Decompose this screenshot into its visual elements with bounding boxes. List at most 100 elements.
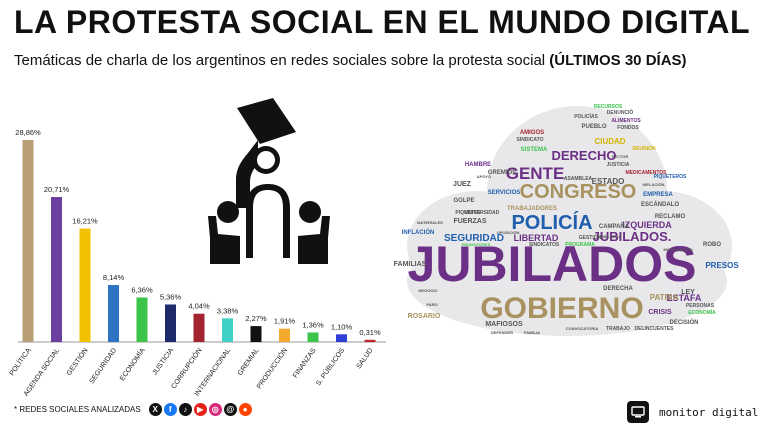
cloud-word: APOYO xyxy=(477,174,491,179)
cloud-word: MAFIOSOS xyxy=(485,321,523,328)
cloud-word: FAMILIAS xyxy=(394,261,427,268)
cloud-word: ESCÁNDALO xyxy=(641,201,679,208)
cloud-word: PERSONAS xyxy=(686,303,715,309)
cloud-word: LIBERTAD xyxy=(514,233,559,243)
cloud-word: MOVILIZACIÓN xyxy=(663,247,692,252)
bar xyxy=(108,285,119,342)
cloud-shape xyxy=(407,106,732,336)
data-label: 20,71% xyxy=(44,185,70,194)
subtitle-text: Temáticas de charla de los argentinos en… xyxy=(14,52,546,69)
tick-label: ECONOMÍA xyxy=(117,346,146,383)
cloud-word: DERECHA xyxy=(603,286,633,292)
cloud-word: SISTEMA xyxy=(521,147,548,153)
cloud-word: RECURSOS xyxy=(594,104,623,110)
bar xyxy=(336,334,347,342)
cloud-word: GOBIERNO xyxy=(480,292,643,325)
cloud-word: GOLPE xyxy=(453,198,474,204)
bar xyxy=(193,313,205,342)
cloud-word: PROGRAMA xyxy=(565,242,595,248)
cloud-word: CAMPAÑA xyxy=(599,223,630,230)
facebook-icon: f xyxy=(163,403,177,416)
bar xyxy=(51,197,62,342)
cloud-word: TRABAJO xyxy=(606,326,630,332)
cloud-word: MATERIALES xyxy=(417,220,443,225)
cloud-word: DENUNCIÓ xyxy=(607,108,634,116)
data-label: 2,27% xyxy=(245,314,267,323)
cloud-word: ROSARIO xyxy=(408,313,441,320)
cloud-word: INFLACIÓN xyxy=(402,228,435,236)
cloud-word: JUBILADAS xyxy=(599,234,622,239)
cloud-word: PROMOTORES xyxy=(462,242,491,247)
cloud-word: JUSTICIA xyxy=(607,162,630,168)
networks-label: * REDES SOCIALES ANALIZADAS xyxy=(14,405,141,414)
cloud-word: TRABAJADORES xyxy=(507,206,557,212)
cloud-word: GREMIOS xyxy=(488,170,516,176)
cloud-word: GENTE xyxy=(506,164,565,183)
cloud-word: CRISIS xyxy=(648,309,672,316)
cloud-word: DEFENDER xyxy=(491,330,513,335)
protest-sign xyxy=(237,98,296,144)
cloud-word: SINDICATO xyxy=(516,137,543,143)
cloud-word: FAMILIA xyxy=(524,330,540,335)
data-label: 8,14% xyxy=(103,273,125,282)
cloud-word: SEGURIDAD xyxy=(444,233,504,244)
cloud-word: PUEBLO xyxy=(581,124,606,130)
cloud-word: POLICÍAS xyxy=(574,112,598,120)
cloud-word: PRESOS xyxy=(705,261,739,270)
page-subtitle: Temáticas de charla de los argentinos en… xyxy=(14,52,687,69)
tiktok-icon: ♪ xyxy=(178,403,192,416)
threads-icon: @ xyxy=(223,403,237,416)
cloud-word: EMPRESA xyxy=(643,192,673,198)
data-label: 16,21% xyxy=(72,217,98,226)
cloud-word: IZQUIERDA xyxy=(622,220,672,230)
cloud-word: CONGRESO xyxy=(520,181,637,203)
bar xyxy=(165,304,176,342)
cloud-word: PARO xyxy=(426,302,437,307)
cloud-word: CIUDAD xyxy=(594,137,625,146)
data-label: 5,36% xyxy=(160,292,182,301)
tick-label: FINANZAS xyxy=(292,347,318,380)
cloud-word: MEDICAMENTOS xyxy=(625,170,667,176)
cloud-word: PIQUETEROS xyxy=(654,174,687,180)
tick-label: SALUD xyxy=(356,347,375,370)
data-label: 0,31% xyxy=(359,328,381,337)
cloud-word: NEGOCIO xyxy=(419,288,438,293)
bar xyxy=(364,339,376,342)
cloud-word: UNIVERSIDAD xyxy=(465,210,500,216)
cloud-word: ALIMENTOS xyxy=(611,118,641,124)
cloud-word: SECTOR xyxy=(612,154,629,159)
cloud-word: DELINCUENTES xyxy=(635,326,675,332)
cloud-word: AMIGOS xyxy=(520,130,544,136)
bar xyxy=(250,326,262,342)
cloud-word: HAMBRE xyxy=(465,162,491,168)
cloud-word: GESTIÓN xyxy=(579,233,602,241)
tick-label: GREMIAL xyxy=(237,347,261,377)
cloud-word: ASAMBLEA xyxy=(564,176,593,182)
cloud-word: CONVOCATORIA xyxy=(566,326,599,331)
data-label: 3,38% xyxy=(217,306,239,315)
cloud-word: INFLACIÓN, xyxy=(643,182,666,187)
cloud-word: DERECHO xyxy=(551,148,616,163)
data-label: 1,10% xyxy=(331,322,353,331)
bar xyxy=(279,328,290,342)
brand: monitor digital xyxy=(627,401,758,423)
protest-icon xyxy=(208,98,330,264)
cloud-word: RECLAMO xyxy=(655,214,686,220)
cloud-word: POLICÍA xyxy=(511,211,592,234)
reddit-icon: ● xyxy=(238,403,252,416)
youtube-icon: ▶ xyxy=(193,403,207,416)
bar xyxy=(222,318,233,342)
brand-name: monitor digital xyxy=(659,405,759,419)
bar xyxy=(136,297,148,342)
cloud-word: FONDOS xyxy=(617,125,639,131)
cloud-word: ECONOMÍA xyxy=(688,308,716,316)
cloud-word: SERVICIOS xyxy=(488,190,521,196)
cloud-word: FUERZAS xyxy=(453,218,486,225)
word-cloud: JUBILADOSGOBIERNOPOLICÍACONGRESOGENTEDER… xyxy=(394,104,739,336)
cloud-word: ESTADO xyxy=(592,177,625,186)
tick-label: JUSTICIA xyxy=(152,347,176,377)
cloud-word: JUBILADOS xyxy=(408,236,697,292)
bar xyxy=(307,332,319,342)
data-label: 6,36% xyxy=(131,285,153,294)
